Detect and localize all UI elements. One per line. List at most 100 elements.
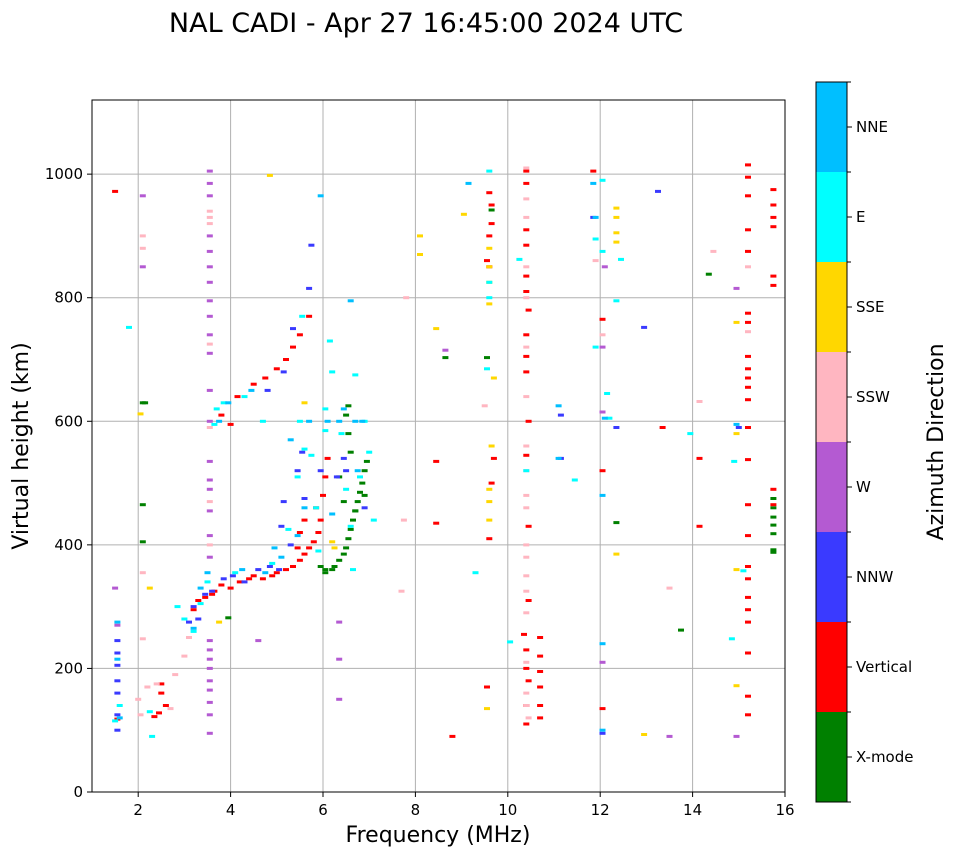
data-point [745,249,751,253]
data-point [313,506,320,510]
data-point [599,317,606,321]
data-point [359,481,366,485]
data-point [655,189,661,193]
data-point [287,543,294,547]
data-point [659,426,666,429]
data-point [745,713,751,717]
data-point [523,333,530,337]
data-point [336,558,343,562]
x-tick-label: 12 [591,801,610,819]
data-point [606,416,613,420]
data-point [172,673,179,677]
data-point [276,568,283,572]
data-point [465,181,472,185]
data-points [112,163,777,738]
data-point [370,518,377,522]
data-point [345,432,352,436]
data-point [190,605,197,609]
data-point [139,234,146,238]
data-point [770,523,777,527]
data-point [137,713,144,717]
data-point [296,333,303,337]
data-point [206,280,213,284]
data-point [523,574,530,578]
data-point [486,302,493,306]
data-point [745,354,751,358]
data-point [137,412,144,416]
data-point [308,243,315,247]
data-point [745,385,751,389]
data-point [484,367,490,371]
data-point [343,487,350,491]
data-point [696,400,703,403]
data-point [153,682,160,686]
data-point [290,565,296,568]
data-point [206,342,213,346]
data-point [745,503,751,507]
data-point [301,497,308,500]
data-point [733,568,740,572]
x-tick-label: 2 [133,801,143,819]
data-point [216,419,223,423]
data-point [234,395,241,399]
data-point [114,620,121,624]
data-point [687,432,694,436]
data-point [770,203,777,207]
data-point [336,657,343,661]
data-point [343,546,350,550]
data-point [537,704,544,707]
colorbar-label: NNE [856,118,888,136]
data-point [770,497,777,500]
data-point [678,628,684,632]
data-point [139,637,146,641]
data-point [206,648,213,652]
data-point [246,577,253,581]
data-point [206,351,213,355]
data-point [310,540,317,544]
data-point [296,558,303,562]
data-point [273,367,280,371]
data-point [352,419,359,423]
data-point [745,228,751,232]
data-point [308,453,315,457]
data-point [209,589,216,593]
data-point [299,314,306,318]
data-point [599,333,606,337]
data-point [486,246,493,250]
data-point [745,376,751,380]
data-point [613,215,620,219]
data-point [206,222,213,226]
data-point [770,548,777,552]
series-e [112,169,747,738]
data-point [269,574,276,578]
data-point [174,605,181,609]
data-point [206,500,213,504]
data-point [523,370,530,374]
data-point [114,663,121,667]
data-point [599,493,606,497]
data-point [525,599,532,602]
x-tick-label: 16 [775,801,794,819]
data-point [523,589,530,593]
data-point [613,240,620,244]
x-tick-label: 14 [683,801,702,819]
data-point [248,388,255,392]
data-point [484,259,490,263]
data-point [326,339,333,343]
data-point [241,395,248,399]
data-point [770,225,777,229]
data-point [745,367,751,371]
data-point [363,459,370,463]
colorbar-swatch [816,442,847,532]
colorbar-label: Vertical [856,658,912,676]
data-point [523,722,530,726]
y-tick-label: 400 [54,536,83,554]
data-point [345,404,352,408]
data-point [613,231,620,235]
data-point [613,552,620,556]
data-point [331,565,338,568]
data-point [204,571,211,575]
data-point [158,682,165,686]
data-point [340,456,347,460]
data-point [433,521,440,525]
